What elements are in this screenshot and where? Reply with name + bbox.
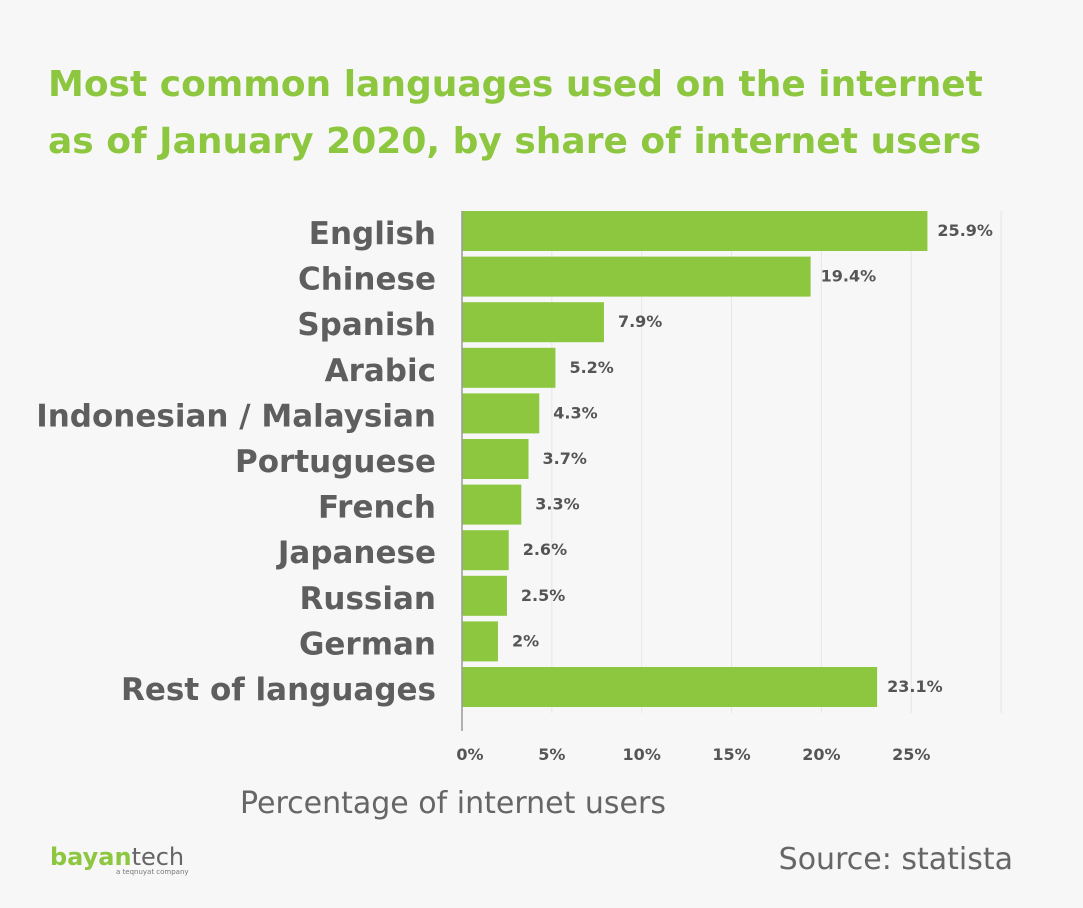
category-label: French bbox=[318, 490, 436, 526]
value-label: 23.1% bbox=[887, 677, 943, 696]
bar bbox=[462, 393, 540, 434]
bar bbox=[462, 484, 522, 525]
category-label: Spanish bbox=[297, 307, 436, 343]
x-tick-label: 25% bbox=[892, 745, 930, 764]
bar bbox=[462, 530, 509, 571]
category-label: Rest of languages bbox=[121, 672, 436, 708]
category-label: Portuguese bbox=[235, 444, 436, 480]
bar bbox=[462, 256, 811, 297]
category-label: German bbox=[299, 626, 436, 662]
bar bbox=[462, 439, 529, 479]
x-tick-label: 20% bbox=[802, 745, 840, 764]
bars bbox=[462, 211, 928, 707]
x-tick-labels: 0% 5% 10% 15% 20% 25% bbox=[456, 745, 930, 764]
x-tick-label: 0% bbox=[456, 745, 483, 764]
value-labels: 25.9% 19.4% 7.9% 5.2% 4.3% 3.7% 3.3% 2.6% 2.5% 2%… bbox=[512, 221, 993, 696]
value-label: 2.6% bbox=[523, 540, 567, 559]
category-label: Chinese bbox=[298, 262, 436, 298]
value-label: 5.2% bbox=[569, 358, 613, 377]
value-label: 7.9% bbox=[618, 312, 662, 331]
bar bbox=[462, 575, 507, 616]
value-label: 2.5% bbox=[521, 586, 565, 605]
logo-word-2: tech bbox=[131, 843, 185, 871]
value-label: 19.4% bbox=[821, 267, 877, 286]
logo-word-1: bayan bbox=[50, 843, 132, 871]
category-label: Japanese bbox=[276, 535, 436, 571]
source-note: Source: statista bbox=[778, 842, 1013, 877]
category-label: Russian bbox=[300, 581, 436, 617]
category-label: Arabic bbox=[325, 353, 436, 389]
chart-title-line-2: as of January 2020, by share of internet… bbox=[48, 121, 982, 162]
x-axis-label: Percentage of internet users bbox=[240, 786, 666, 821]
category-label: Indonesian / Malaysian bbox=[36, 398, 436, 434]
bar-chart: English Chinese Spanish Arabic Indonesian / … bbox=[36, 211, 1002, 764]
bar bbox=[462, 302, 604, 343]
bar bbox=[462, 347, 556, 388]
bar bbox=[462, 211, 928, 251]
logo-tagline: a teqnuyat company bbox=[116, 868, 189, 876]
brand-logo: bayantech a teqnuyat company bbox=[50, 843, 189, 876]
category-label: English bbox=[309, 216, 436, 252]
bar bbox=[462, 621, 498, 662]
value-label: 25.9% bbox=[937, 221, 993, 240]
x-tick-label: 10% bbox=[623, 745, 661, 764]
value-label: 3.3% bbox=[535, 495, 579, 514]
value-label: 3.7% bbox=[542, 449, 586, 468]
category-labels: English Chinese Spanish Arabic Indonesian / … bbox=[36, 216, 436, 708]
bar bbox=[462, 667, 878, 707]
value-label: 2% bbox=[512, 631, 539, 650]
chart-title-line-1: Most common languages used on the intern… bbox=[48, 64, 983, 105]
value-label: 4.3% bbox=[553, 403, 597, 422]
chart-title: Most common languages used on the intern… bbox=[48, 56, 1048, 170]
x-tick-label: 15% bbox=[712, 745, 750, 764]
x-tick-label: 5% bbox=[538, 745, 565, 764]
